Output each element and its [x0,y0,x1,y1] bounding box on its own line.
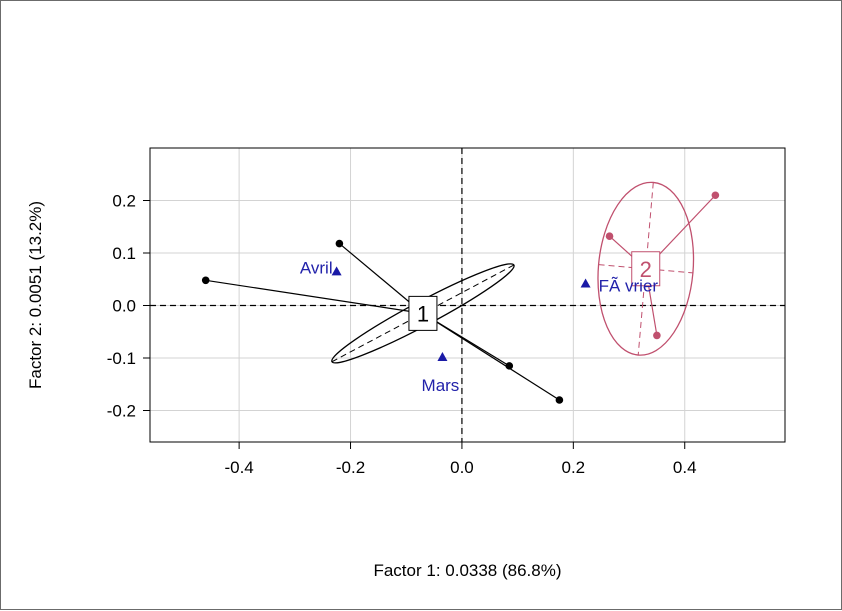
column-point-label: Mars [422,376,460,395]
y-axis-ticks: -0.2 -0.1 0.0 0.1 0.2 [107,192,150,421]
y-tick-label: 0.0 [112,297,136,316]
group-2-ellipse [597,181,695,356]
group-1: 1 [201,239,564,404]
y-tick-label: -0.1 [107,349,136,368]
group-2: 2 [597,181,720,356]
ellipse-minor-axis [637,182,654,356]
origin-dashed-axes [150,148,785,442]
row-point [555,396,564,404]
star-line [422,312,560,401]
y-axis-label: Factor 2: 0.0051 (13.2%) [26,201,45,389]
column-point-label: FÃ vrier [599,276,659,295]
row-point [201,276,210,285]
column-point-marker [331,266,342,276]
plot-border [149,147,786,443]
group-ellipses-and-points: 12 [201,181,720,404]
column-points: Avril Mars FÃ vrier [300,258,659,395]
x-tick-label: 0.2 [562,458,586,477]
column-point-marker [580,278,591,288]
x-tick-label: 0.4 [673,458,697,477]
group-1-label-box [408,295,438,331]
row-point [335,239,344,248]
y-tick-label: -0.2 [107,402,136,421]
y-tick-label: 0.1 [112,244,136,263]
ellipse-major-axis [598,264,693,274]
group-2-label-box [631,251,661,287]
x-axis-ticks: -0.4 -0.2 0.0 0.2 0.4 [224,442,697,477]
star-line [205,279,424,314]
x-tick-label: -0.2 [336,458,365,477]
x-tick-label: 0.0 [450,458,474,477]
column-point-marker [437,351,448,361]
row-point [711,191,720,200]
y-tick-label: 0.2 [112,192,136,211]
x-axis-label: Factor 1: 0.0338 (86.8%) [373,561,561,580]
row-point [605,232,614,240]
row-point [653,331,661,340]
x-tick-label: -0.4 [224,458,253,477]
row-point [505,362,514,370]
group-1-label: 1 [417,301,429,326]
group-2-label: 2 [640,257,652,282]
column-point-label: Avril [300,258,333,277]
